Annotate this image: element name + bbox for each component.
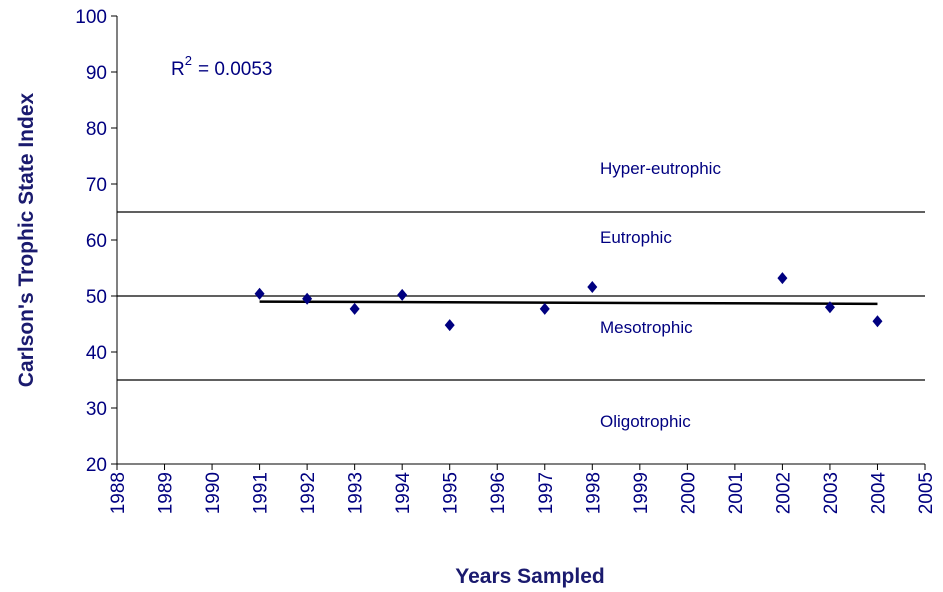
x-tick-label: 2001 [726,472,747,514]
x-tick-label: 1995 [441,472,462,514]
y-tick-label: 30 [86,399,107,420]
x-tick-label: 1992 [298,472,319,514]
r-squared: R2 = 0.0053 [171,53,272,80]
zone-label: Mesotrophic [600,318,693,337]
x-tick-label: 1997 [536,472,557,514]
zone-label: Oligotrophic [600,412,691,431]
x-tick-label: 1993 [346,472,367,514]
y-tick-label: 40 [86,343,107,364]
point [397,288,408,301]
trend-line [259,300,878,306]
y-tick-label: 60 [86,231,107,252]
x-tick-label: 2002 [773,472,794,514]
x-tick-label: 1994 [393,472,414,515]
point [302,292,313,305]
point [254,287,265,300]
y-axis-title: Carlson's Trophic State Index [15,92,38,387]
x-tick-label: 2003 [821,472,842,514]
x-tick-label: 2004 [868,472,889,515]
x-tick-label: 1988 [108,472,129,514]
r-value: = 0.0053 [198,59,273,80]
x-tick-label: 1996 [488,472,509,514]
x-tick-label: 1990 [203,472,224,514]
x-tick-label: 1999 [631,472,652,514]
x-tick-label: 2005 [916,472,937,514]
x-axis-title: Years Sampled [455,565,604,588]
point [539,302,550,315]
x-tick-label: 2000 [678,472,699,514]
point [872,315,883,328]
x-tick-label: 1989 [156,472,177,514]
x-tick-label: 1991 [251,472,272,514]
r-symbol: R [171,59,185,80]
y-tick-label: 80 [86,119,107,140]
y-tick-label: 20 [86,455,107,476]
r-exponent: 2 [185,53,192,68]
point [777,272,788,285]
point [824,301,835,314]
y-tick-label: 50 [86,287,107,308]
zone-label: Hyper-eutrophic [600,159,721,178]
x-tick-label: 1998 [583,472,604,514]
y-tick-label: 90 [86,63,107,84]
y-tick-label: 100 [75,7,107,28]
y-tick-label: 70 [86,175,107,196]
point [444,319,455,332]
point [587,281,598,294]
point [349,302,360,315]
zone-label: Eutrophic [600,228,672,247]
